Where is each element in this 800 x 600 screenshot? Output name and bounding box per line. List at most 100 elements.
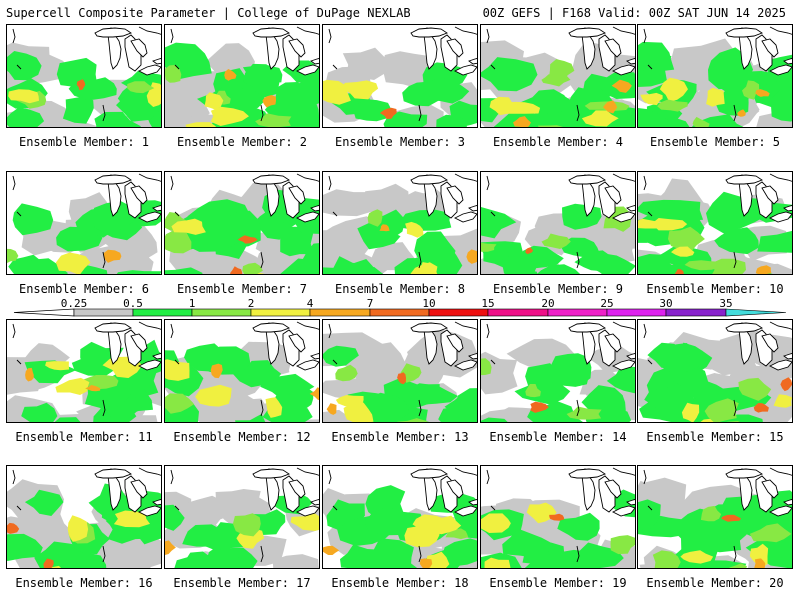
lake-outline	[265, 321, 280, 365]
lake-outline	[755, 34, 773, 72]
coastline-segment	[332, 211, 338, 217]
scp-contour-fill	[397, 372, 406, 385]
member-label: Ensemble Member: 18	[331, 576, 469, 590]
lake-outline	[94, 174, 132, 185]
lake-outline	[137, 64, 161, 76]
scp-contour-fill	[603, 100, 618, 114]
lake-outline	[130, 479, 148, 499]
coastline-segment	[16, 359, 22, 365]
scp-contour-fill	[165, 504, 185, 531]
coastline-segment	[418, 104, 422, 122]
lake-outline	[604, 185, 622, 205]
member-label: Ensemble Member: 10	[646, 282, 784, 296]
lake-outline	[138, 26, 161, 35]
member-map	[638, 26, 792, 127]
member-label: Ensemble Member: 5	[649, 135, 781, 149]
scp-contour-fill	[581, 110, 619, 127]
lake-outline	[611, 211, 635, 223]
scp-contour-fill	[674, 269, 684, 274]
lake-outline	[252, 322, 290, 333]
lake-outline	[468, 353, 477, 360]
coastline-segment	[490, 505, 496, 511]
scp-contour-fill	[755, 89, 770, 97]
lake-outline	[137, 211, 161, 223]
scp-contour-fill	[262, 95, 276, 108]
scp-contour-fill	[754, 558, 766, 568]
coastline-segment	[174, 211, 180, 217]
scp-contour-fill	[692, 116, 710, 127]
scp-contour-fill	[525, 247, 533, 255]
member-map	[638, 467, 792, 568]
lake-outline	[755, 475, 773, 513]
lake-outline	[612, 26, 635, 35]
coastline-segment	[170, 469, 174, 485]
member-map-panel	[637, 171, 793, 275]
coastline-segment	[418, 545, 422, 563]
coastline-segment	[490, 211, 496, 217]
scp-contour-fill	[118, 538, 161, 567]
coastline-segment	[332, 359, 338, 365]
scp-contour-fill	[76, 79, 86, 91]
member-map	[165, 173, 319, 274]
lake-outline	[626, 58, 635, 65]
lake-outline	[598, 34, 616, 72]
lake-outline	[94, 322, 132, 333]
coastline-segment	[328, 28, 332, 44]
scp-contour-fill	[436, 114, 467, 127]
lake-outline	[295, 359, 319, 371]
lake-outline	[626, 499, 635, 506]
scp-contour-fill	[537, 125, 563, 127]
member-map-panel	[480, 319, 636, 423]
coastline-segment	[12, 469, 16, 485]
legend-tick-label: 4	[306, 297, 314, 310]
scp-contour-fill	[8, 89, 39, 104]
scp-contour-fill	[235, 413, 266, 422]
coastline-segment	[332, 505, 338, 511]
scp-contour-fill	[55, 377, 90, 395]
scp-contour-fill	[85, 385, 101, 392]
lake-outline	[446, 38, 464, 58]
coastline-segment	[16, 505, 22, 511]
lake-outline	[94, 27, 132, 38]
scp-contour-fill	[530, 401, 549, 413]
coastline-segment	[332, 64, 338, 70]
scp-contour-fill	[171, 218, 206, 235]
lake-outline	[611, 505, 635, 517]
scp-contour-fill	[721, 514, 742, 522]
scp-contour-fill	[525, 384, 541, 398]
coastline-segment	[12, 28, 16, 44]
scp-contour-fill	[706, 191, 772, 234]
lake-outline	[453, 505, 477, 517]
scp-contour-fill	[46, 565, 62, 568]
scp-contour-fill	[657, 99, 688, 112]
legend-tick-label: 15	[481, 297, 495, 310]
lake-outline	[581, 26, 596, 70]
lake-outline	[296, 321, 319, 330]
coastline-segment	[733, 399, 737, 417]
lake-outline	[769, 26, 792, 35]
scp-contour-fill	[165, 393, 195, 414]
scp-contour-fill	[502, 528, 554, 558]
member-label: Ensemble Member: 8	[334, 282, 466, 296]
member-map-panel	[6, 171, 162, 275]
scp-contour-fill	[323, 545, 340, 555]
coastline-segment	[260, 545, 264, 563]
lake-outline	[130, 38, 148, 58]
coastline-segment	[12, 175, 16, 191]
lake-outline	[468, 58, 477, 65]
member-map	[323, 467, 477, 568]
lake-outline	[282, 181, 300, 219]
scp-contour-fill	[7, 107, 45, 127]
lake-outline	[94, 468, 132, 479]
member-label: Ensemble Member: 2	[176, 135, 308, 149]
scp-contour-fill	[561, 237, 601, 258]
scp-contour-fill	[71, 349, 122, 377]
scp-contour-fill	[379, 107, 397, 119]
lake-outline	[423, 26, 438, 70]
lake-outline	[423, 321, 438, 365]
scp-contour-fill	[638, 41, 675, 72]
lake-outline	[768, 505, 792, 517]
scp-contour-fill	[340, 544, 384, 568]
scp-contour-fill	[738, 377, 772, 401]
lake-outline	[453, 64, 477, 76]
